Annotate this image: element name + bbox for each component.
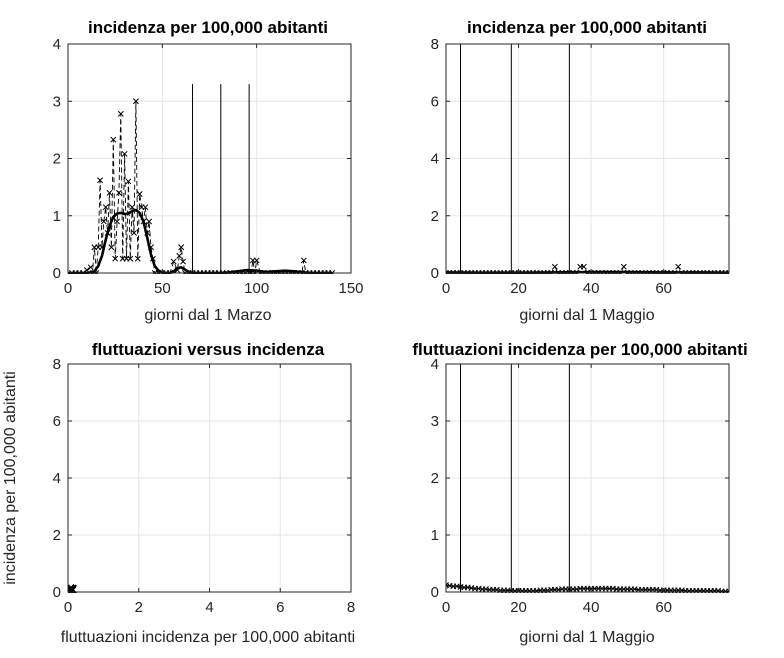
x-tick-label: 150 xyxy=(338,280,363,297)
data-point-cross xyxy=(178,244,185,251)
data-point-cross xyxy=(127,255,134,262)
data-point-cross xyxy=(551,263,558,270)
data-point-cross xyxy=(97,177,104,184)
data-point-cross xyxy=(142,204,149,211)
data-point-cross xyxy=(68,583,75,593)
y-tick-label: 6 xyxy=(431,93,439,110)
data-point-cross xyxy=(125,178,132,185)
y-tick-label: 4 xyxy=(53,36,61,53)
y-tick-label: 3 xyxy=(53,93,61,110)
x-tick-label: 100 xyxy=(244,280,269,297)
y-tick-label: 4 xyxy=(431,356,439,373)
data-point-cross xyxy=(115,189,122,196)
data-point-cross xyxy=(110,136,117,143)
x-tick-label: 40 xyxy=(583,280,600,297)
y-tick-label: 0 xyxy=(53,584,61,601)
x-tick-label: 60 xyxy=(655,599,672,616)
x-tick-label: 50 xyxy=(154,280,171,297)
data-point-cross xyxy=(112,255,119,262)
y-tick-label: 2 xyxy=(431,470,439,487)
data-point-cross xyxy=(180,258,187,265)
y-tick-label: 6 xyxy=(53,413,61,430)
x-tick-label: 4 xyxy=(205,599,213,616)
y-tick-label: 0 xyxy=(431,265,439,282)
x-tick-label: 20 xyxy=(510,599,527,616)
data-point-cross xyxy=(176,252,183,259)
y-tick-label: 3 xyxy=(431,413,439,430)
data-point-cross xyxy=(87,264,94,271)
data-point-cross xyxy=(134,255,141,262)
y-tick-label: 2 xyxy=(53,527,61,544)
data-point-cross xyxy=(108,244,115,251)
x-tick-label: 0 xyxy=(64,280,72,297)
series-line xyxy=(71,101,333,274)
x-tick-label: 0 xyxy=(442,599,450,616)
data-point-cross xyxy=(675,263,682,270)
x-tick-label: 60 xyxy=(655,280,672,297)
data-point-cross xyxy=(102,204,109,211)
data-point-cross xyxy=(121,150,128,157)
x-axis-label: giorni dal 1 Maggio xyxy=(519,629,654,646)
x-axis-label: giorni dal 1 Marzo xyxy=(144,307,271,324)
x-tick-label: 20 xyxy=(510,280,527,297)
y-tick-label: 4 xyxy=(431,151,439,168)
data-point-cross xyxy=(726,270,729,274)
data-point-cross xyxy=(100,218,107,225)
y-axis-label: incidenza per 100,000 abitanti xyxy=(2,371,19,585)
data-point-cross xyxy=(114,218,121,225)
data-point-cross xyxy=(129,204,136,211)
x-tick-label: 0 xyxy=(64,599,72,616)
data-point-cross xyxy=(136,191,143,197)
y-tick-label: 4 xyxy=(53,470,61,487)
data-point-cross xyxy=(131,229,137,236)
x-tick-label: 2 xyxy=(135,599,143,616)
y-tick-label: 0 xyxy=(53,265,61,282)
y-tick-label: 2 xyxy=(53,151,61,168)
x-axis-label: fluttuazioni incidenza per 100,000 abita… xyxy=(61,629,355,646)
y-tick-label: 0 xyxy=(431,584,439,601)
panel-title: fluttuazioni versus incidenza xyxy=(92,340,325,359)
y-tick-label: 1 xyxy=(431,527,439,544)
x-tick-label: 0 xyxy=(442,280,450,297)
data-point-cross xyxy=(580,263,587,270)
data-point-cross xyxy=(117,110,124,117)
y-tick-label: 8 xyxy=(53,356,61,373)
x-tick-label: 8 xyxy=(347,599,355,616)
data-point-cross xyxy=(300,257,307,264)
data-point-cross xyxy=(146,218,153,225)
y-tick-label: 1 xyxy=(53,208,61,225)
panel-title: fluttuazioni incidenza per 100,000 abita… xyxy=(412,340,747,359)
y-tick-label: 8 xyxy=(431,36,439,53)
panel-title: incidenza per 100,000 abitanti xyxy=(88,18,328,37)
panel-bottom-left: fluttuazioni versus incidenza fluttuazio… xyxy=(2,340,355,646)
x-tick-label: 6 xyxy=(276,599,284,616)
panel-title: incidenza per 100,000 abitanti xyxy=(467,18,707,37)
data-point-cross xyxy=(106,189,113,196)
data-point-cross xyxy=(726,588,729,593)
panel-bottom-right: fluttuazioni incidenza per 100,000 abita… xyxy=(412,340,747,646)
data-point-cross xyxy=(132,98,139,105)
data-point-cross xyxy=(170,258,177,265)
data-point-cross xyxy=(620,263,627,270)
panel-top-left: incidenza per 100,000 abitanti giorni da… xyxy=(53,18,364,324)
y-tick-label: 2 xyxy=(431,208,439,225)
x-tick-label: 40 xyxy=(583,599,600,616)
data-point-cross xyxy=(253,257,260,264)
panel-top-right: incidenza per 100,000 abitanti giorni da… xyxy=(431,18,730,324)
plot-area xyxy=(446,364,729,593)
x-axis-label: giorni dal 1 Maggio xyxy=(519,307,654,324)
